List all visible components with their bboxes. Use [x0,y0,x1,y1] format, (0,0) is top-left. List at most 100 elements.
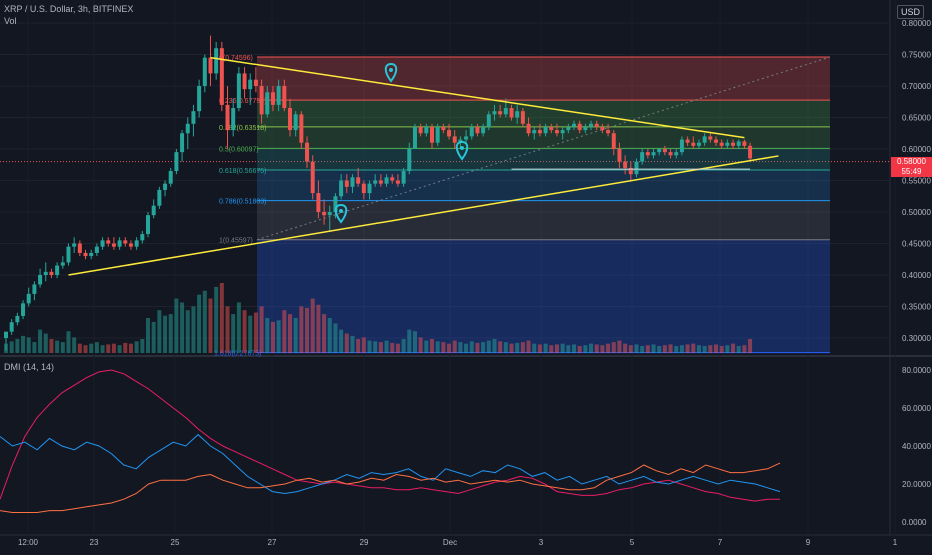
dmi-title[interactable]: DMI (14, 14) [4,362,55,372]
candle-body [322,212,327,216]
volume-bar [412,331,417,353]
candle-body [134,240,139,247]
volume-bar [316,304,321,353]
candle-body [725,142,730,146]
candle-body [634,161,639,175]
volume-bar [623,343,628,353]
volume-bar [49,339,54,353]
volume-bar [702,346,707,353]
candle-body [253,79,258,86]
candle-body [49,271,54,275]
volume-label: Vol [4,16,17,26]
candle-body [412,126,417,149]
fib-zone [257,200,830,240]
symbol-title[interactable]: XRP / U.S. Dollar, 3h, BITFINEX [4,4,134,14]
volume-bar [475,342,480,353]
candle-body [577,123,582,131]
price-tick-label: 0.65000 [902,114,931,123]
candle-body [174,152,179,172]
volume-bar [100,345,105,353]
candle-body [657,149,662,153]
volume-bar [117,345,122,353]
volume-bar [509,343,514,353]
volume-bar [532,343,537,353]
fib-zone [257,239,830,353]
volume-bar [174,298,179,353]
volume-bar [498,341,503,353]
candle-body [106,240,111,244]
volume-bar [708,345,713,353]
candle-body [208,57,213,74]
volume-bar [66,331,71,353]
dmi-tick-label: 0.0000 [902,518,927,527]
fib-zone [257,126,830,149]
candle-body [89,252,94,257]
axes: 0.80000 0.75000 0.70000 0.65000 0.60000 0.550… [18,19,931,547]
volume-bar [503,342,508,353]
candle-body [424,126,429,134]
volume-bar [572,344,576,353]
volume-bar [401,339,406,353]
candle-body [55,265,60,275]
fib-zone [257,100,830,127]
candle-body [77,243,82,253]
fib-level-label: 0.5(0.60097) [219,146,259,153]
candle-body [242,73,247,90]
volume-bar [384,340,389,353]
volume-bar [515,342,520,353]
time-tick-label: 9 [806,538,811,547]
dmi-tick-label: 40.0000 [902,442,931,451]
fib-zone [257,148,830,170]
volume-bar [236,302,241,353]
candle-body [236,73,241,109]
volume-bar [430,339,434,353]
candle-body [26,293,31,304]
candle-body [583,126,588,131]
currency-button[interactable]: USD [896,5,924,19]
candle-body [32,284,37,294]
volume-bar [327,318,332,353]
dmi-tick-label: 80.0000 [902,366,931,375]
fib-level-label: 0.382(0.63518) [219,125,266,132]
candle-body [373,180,378,184]
volume-bar [288,314,292,353]
candle-body [265,92,270,115]
volume-bar [310,298,315,353]
volume-bar [253,312,258,353]
candle-body [407,149,412,172]
price-tick-label: 0.30000 [902,334,931,343]
candle-body [83,252,88,257]
candle-body [452,136,457,143]
volume-bar [589,343,594,353]
volume-bar [725,345,730,353]
volume-bar [60,342,65,353]
volume-bar [106,344,111,353]
candle-body [418,126,423,134]
volume-bar [657,346,662,353]
candle-body [282,86,287,109]
volume-bar [111,343,116,353]
volume-bar [367,340,372,353]
price-tick-label: 0.40000 [902,271,931,280]
candle-body [248,79,253,90]
price-tick-label: 0.75000 [902,51,931,60]
volume-bar [231,314,236,353]
candle-body [594,123,599,127]
volume-bar [21,335,26,353]
candle-body [259,86,264,115]
price-tick-label: 0.35000 [902,303,931,312]
volume-bar [651,344,656,353]
time-tick-label: 12:00 [18,538,39,547]
candle-body [4,331,8,338]
volume-bar [282,310,287,353]
candle-body [719,142,724,146]
volume-bar [634,344,639,353]
candle-body [731,142,736,146]
candle-body [572,123,576,127]
candle-body [640,152,645,162]
candle-body [532,130,537,134]
dmi-line-plus [0,433,781,495]
volume-bar [685,344,690,353]
price-tick-label: 0.80000 [902,19,931,28]
